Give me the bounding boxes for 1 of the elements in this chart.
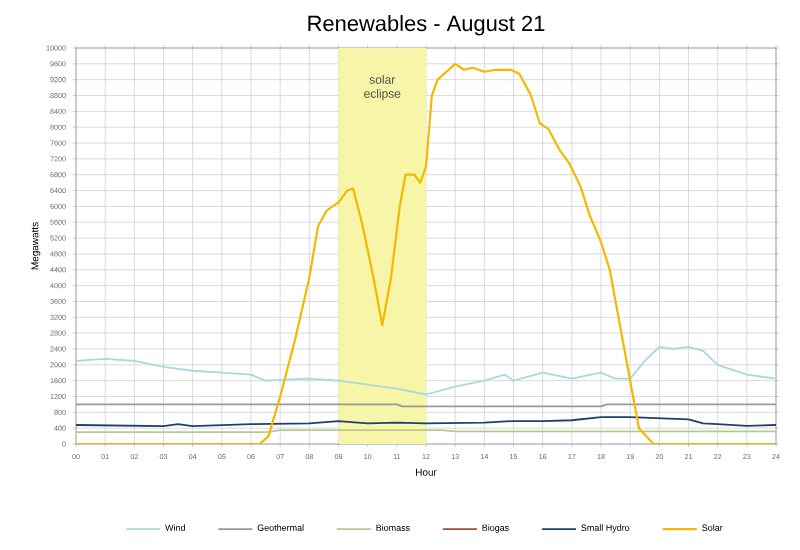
chart-title: Renewables - August 21 [308, 15, 545, 36]
